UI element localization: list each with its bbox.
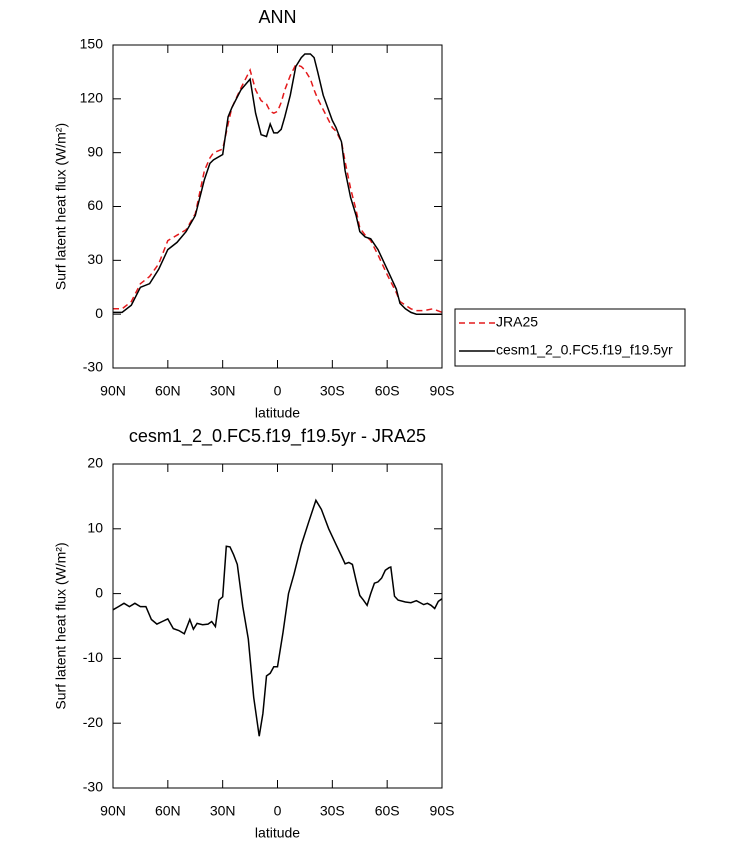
y-tick-label: -30 <box>83 359 103 375</box>
y-tick-label: 0 <box>95 584 103 600</box>
y-tick-label: -30 <box>83 779 103 795</box>
y-tick-label: -20 <box>83 714 103 730</box>
y-axis-label: Surf latent heat flux (W/m²) <box>53 123 69 290</box>
y-axis-label: Surf latent heat flux (W/m²) <box>53 542 69 709</box>
x-axis-label: latitude <box>255 405 300 421</box>
x-tick-label: 60N <box>155 383 181 399</box>
x-tick-label: 30N <box>210 383 236 399</box>
x-tick-label: 60S <box>375 803 400 819</box>
x-tick-label: 30N <box>210 803 236 819</box>
y-tick-label: -10 <box>83 649 103 665</box>
data-line <box>112 498 443 737</box>
x-tick-label: 90S <box>430 383 455 399</box>
x-axis-label: latitude <box>255 825 300 841</box>
plot-frame <box>112 463 443 789</box>
y-tick-label: 90 <box>87 143 103 159</box>
x-tick-label: 90N <box>100 803 126 819</box>
x-tick-label: 0 <box>274 803 282 819</box>
chart-title: cesm1_2_0.FC5.f19_f19.5yr - JRA25 <box>129 426 426 447</box>
y-tick-label: 20 <box>87 455 103 471</box>
x-tick-label: 90S <box>430 803 455 819</box>
legend: JRA25 cesm1_2_0.FC5.f19_f19.5yr <box>454 308 686 367</box>
data-line <box>113 63 443 314</box>
legend-label: cesm1_2_0.FC5.f19_f19.5yr <box>496 342 673 358</box>
y-tick-label: 120 <box>80 90 104 106</box>
x-tick-label: 30S <box>320 803 345 819</box>
y-tick-label: 30 <box>87 251 103 267</box>
chart-title: ANN <box>258 7 296 27</box>
x-tick-label: 90N <box>100 383 126 399</box>
y-tick-label: 60 <box>87 197 103 213</box>
x-tick-label: 30S <box>320 383 345 399</box>
plot-frame <box>112 44 443 369</box>
data-line <box>113 53 442 315</box>
x-tick-label: 60N <box>155 803 181 819</box>
legend-label: JRA25 <box>496 314 538 330</box>
x-tick-label: 0 <box>274 383 282 399</box>
legend-box <box>454 308 686 367</box>
y-tick-label: 0 <box>95 305 103 321</box>
y-tick-label: 150 <box>80 36 104 52</box>
y-tick-label: 10 <box>87 520 103 536</box>
x-tick-label: 60S <box>375 383 400 399</box>
